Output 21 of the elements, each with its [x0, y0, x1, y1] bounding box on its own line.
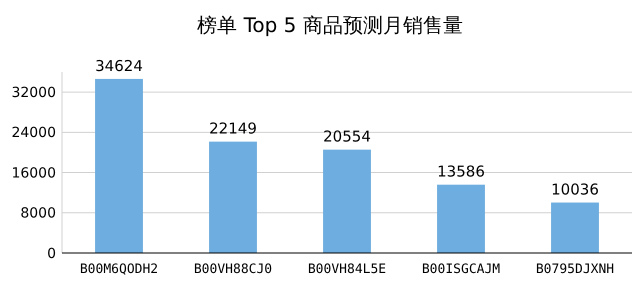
bar — [209, 142, 257, 253]
y-tick-label: 24000 — [11, 125, 56, 142]
bar — [323, 150, 371, 253]
bar — [95, 78, 143, 253]
y-tick-label: 16000 — [11, 165, 56, 182]
y-tick-label: 0 — [47, 246, 56, 262]
bar — [551, 202, 599, 253]
x-tick-label: B0795DJXNH — [536, 262, 614, 277]
x-tick-label: B00M6QODH2 — [80, 262, 158, 277]
data-label: 20554 — [323, 128, 371, 146]
y-tick-label: 32000 — [11, 85, 56, 102]
y-tick-label: 8000 — [20, 206, 56, 222]
data-label: 22149 — [209, 120, 257, 138]
x-tick-label: B00ISGCAJM — [422, 262, 500, 277]
chart-title: 榜单 Top 5 商品预测月销售量 — [197, 13, 463, 37]
data-label: 10036 — [551, 180, 599, 199]
data-label: 13586 — [437, 162, 485, 181]
data-label: 34624 — [95, 56, 143, 75]
x-tick-label: B00VH84L5E — [308, 262, 386, 277]
bar — [437, 184, 485, 253]
x-tick-label: B00VH88CJ0 — [194, 262, 272, 277]
